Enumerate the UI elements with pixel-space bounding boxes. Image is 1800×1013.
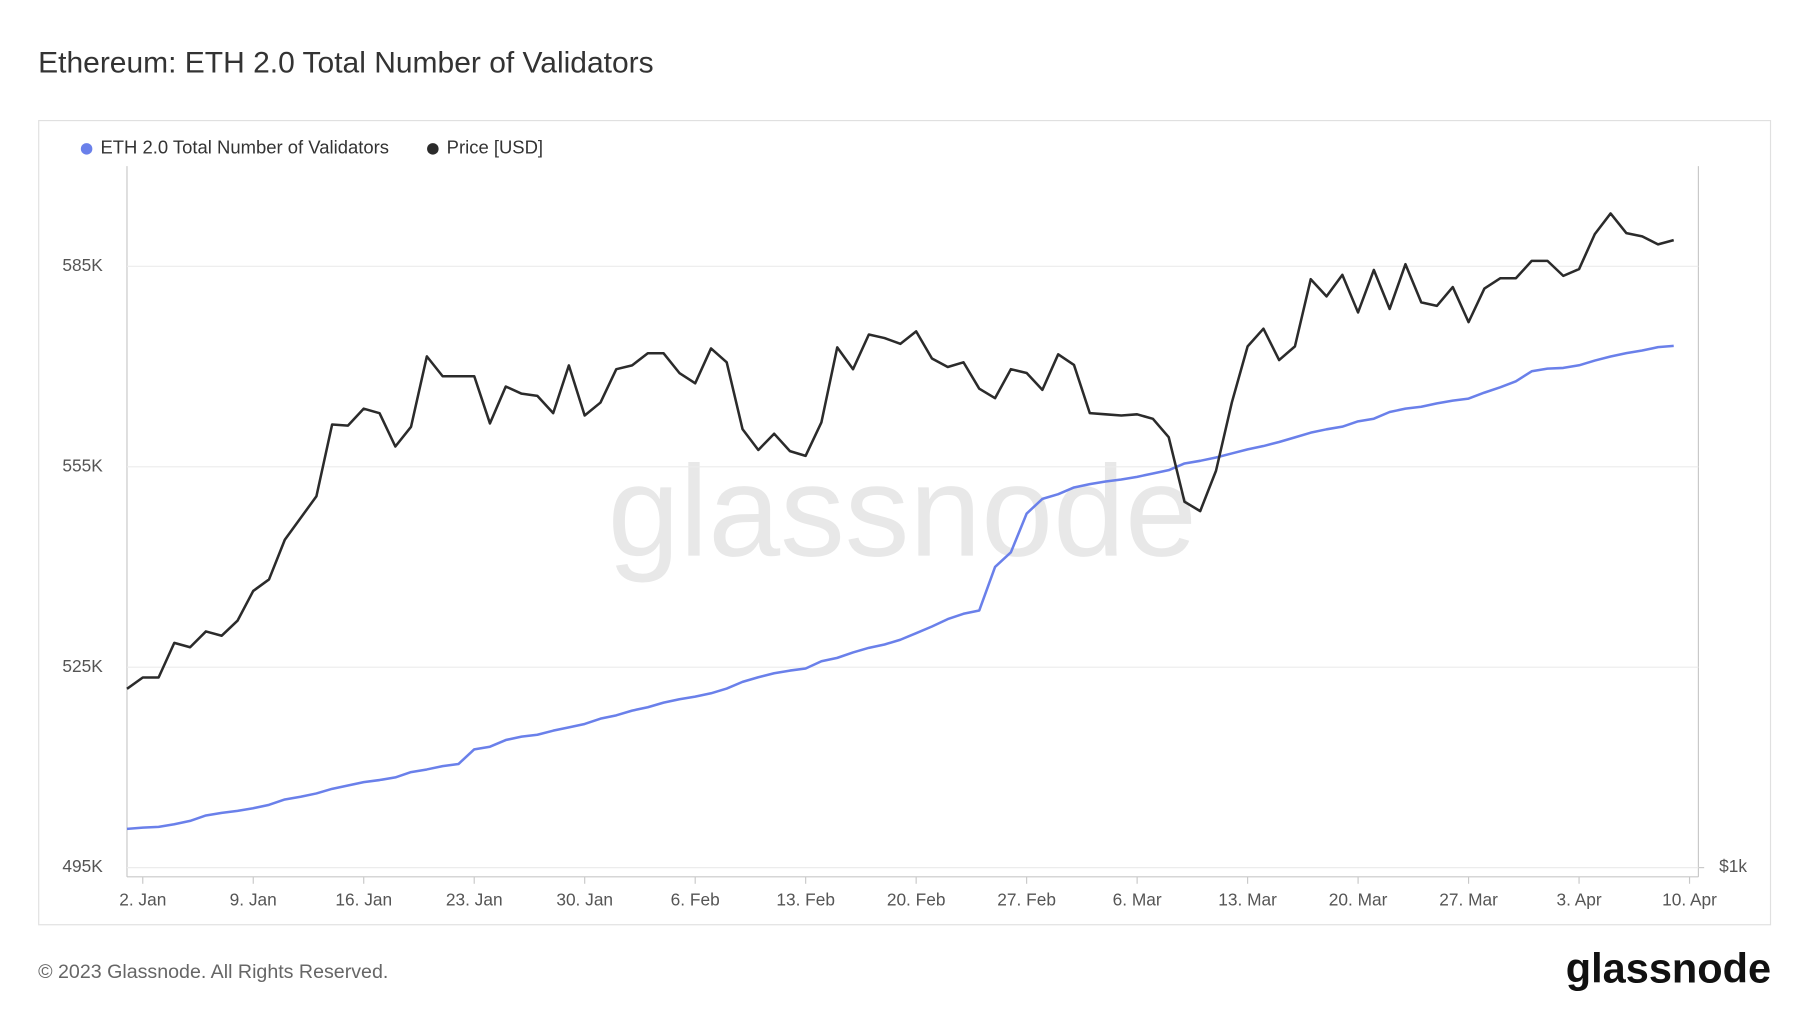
- chart-frame: [38, 119, 1772, 926]
- x-tick-label: 27. Mar: [1439, 890, 1498, 910]
- x-tick-label: 3. Apr: [1556, 890, 1601, 910]
- x-tick-label: 30. Jan: [556, 890, 613, 910]
- legend-marker: [427, 143, 439, 155]
- x-tick-label: 16. Jan: [335, 890, 392, 910]
- chart-title: Ethereum: ETH 2.0 Total Number of Valida…: [38, 47, 654, 80]
- y-tick-label: 525K: [62, 656, 103, 676]
- x-tick-label: 2. Jan: [119, 890, 166, 910]
- legend-marker: [80, 143, 93, 155]
- y2-tick-label: $1k: [1719, 856, 1747, 876]
- brand: glassnode: [1566, 944, 1771, 991]
- x-tick-label: 13. Feb: [776, 890, 835, 910]
- series-line: [126, 344, 1674, 831]
- legend-label: ETH 2.0 Total Number of Validators: [100, 137, 389, 158]
- y-tick-label: 555K: [62, 455, 103, 475]
- y-tick-label: 585K: [62, 255, 103, 275]
- x-tick-label: 20. Feb: [887, 890, 946, 910]
- x-tick-label: 23. Jan: [446, 890, 503, 910]
- watermark: glassnode: [608, 440, 1197, 584]
- x-tick-label: 9. Jan: [230, 890, 277, 910]
- copyright: © 2023 Glassnode. All Rights Reserved.: [38, 961, 388, 983]
- y-tick-label: 495K: [62, 856, 103, 876]
- x-tick-label: 6. Feb: [671, 890, 720, 910]
- legend-label: Price [USD]: [447, 137, 543, 158]
- x-tick-label: 10. Apr: [1662, 890, 1717, 910]
- grid: 495K 525K 555K 585K $1k 2. Jan 9. Jan 16. Jan 23…: [62, 255, 1747, 910]
- series-line: [126, 212, 1675, 690]
- x-tick-label: 27. Feb: [997, 890, 1056, 910]
- legend: ETH 2.0 Total Number of Validators Price …: [80, 137, 543, 158]
- x-tick-label: 20. Mar: [1329, 890, 1388, 910]
- x-tick-label: 6. Mar: [1113, 890, 1162, 910]
- plot: [126, 212, 1675, 831]
- x-tick-label: 13. Mar: [1218, 890, 1277, 910]
